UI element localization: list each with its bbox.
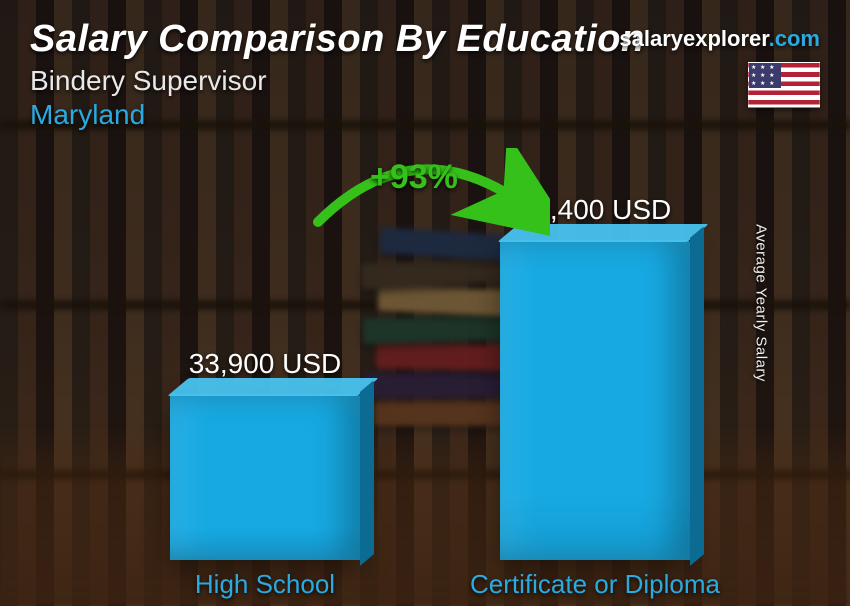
bar-rect [170,394,360,560]
y-axis-label: Average Yearly Salary [753,224,770,382]
chart-location: Maryland [30,99,645,131]
bar-side-face [360,380,374,566]
brand-name: salaryexplorer [619,26,768,51]
brand-suffix: .com [769,26,820,51]
chart-subtitle: Bindery Supervisor [30,65,645,97]
bar-high-school: 33,900 USD High School [170,394,360,560]
increase-badge: +93% [370,158,458,197]
brand-label: salaryexplorer.com [619,26,820,52]
chart-title: Salary Comparison By Education [30,18,645,61]
bar-certificate-diploma: 65,400 USD Certificate or Diploma [500,240,690,560]
bar-rect [500,240,690,560]
bar-category-label: Certificate or Diploma [445,569,745,600]
bar-value-label: 33,900 USD [135,348,395,380]
bar-side-face [690,226,704,566]
us-flag-icon [748,62,820,108]
salary-comparison-chart: Salary Comparison By Education Bindery S… [0,0,850,606]
bar-category-label: High School [115,569,415,600]
title-block: Salary Comparison By Education Bindery S… [30,18,645,131]
bar-top-face [167,378,378,396]
